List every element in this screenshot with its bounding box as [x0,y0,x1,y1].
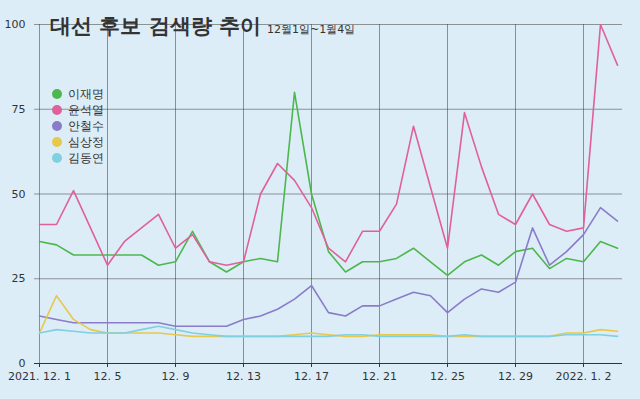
svg-text:12. 21: 12. 21 [362,370,397,383]
svg-text:12. 13: 12. 13 [226,370,261,383]
svg-text:25: 25 [12,272,26,285]
html-text:윤석열: 윤석열 [68,102,104,117]
svg-text:0: 0 [19,357,26,370]
svg-text:12. 5: 12. 5 [94,370,122,383]
svg-text:2021. 12. 1: 2021. 12. 1 [8,370,71,383]
html-text:이재명: 이재명 [68,86,104,101]
svg-text:100: 100 [5,18,26,31]
svg-text:2022. 1. 2: 2022. 1. 2 [556,370,612,383]
svg-text:12. 17: 12. 17 [294,370,329,383]
svg-text:12. 25: 12. 25 [430,370,465,383]
html-text:김동연: 김동연 [68,150,104,165]
svg-text:12. 9: 12. 9 [162,370,190,383]
html-text:심상정: 심상정 [68,134,104,149]
html-text:대선 후보 검색량 추이 12월1일~1월4일: 대선 후보 검색량 추이 12월1일~1월4일 [50,14,356,38]
svg-text:12. 29: 12. 29 [498,370,533,383]
svg-text:50: 50 [12,188,26,201]
svg-text:75: 75 [12,103,26,116]
html-text:안철수: 안철수 [68,118,104,133]
